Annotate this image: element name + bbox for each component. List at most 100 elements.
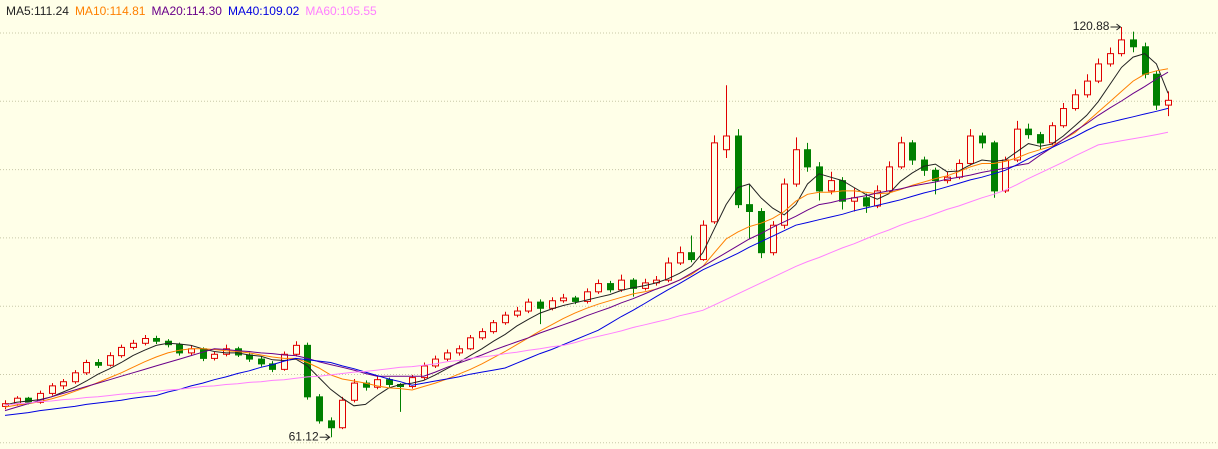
candle-body [490,322,497,333]
candle-body [502,314,509,324]
candle-body [49,385,56,394]
candle-body [386,379,393,385]
legend-entry: MA40:109.02 [228,4,300,18]
candle-body [444,352,451,360]
candle-body [258,358,265,365]
candle-body [514,310,521,316]
candle-body [176,344,183,354]
candle-body [456,348,463,354]
candle-body [607,283,614,291]
candle-body [1002,159,1009,192]
arrow-head [325,433,331,441]
candle-body [677,252,684,264]
candle-body [618,279,625,291]
candle-body [142,337,149,344]
ma-line [4,131,1169,406]
candle-body [421,365,428,379]
candle-body [700,224,707,261]
candle-body [479,331,486,339]
candle-body [979,135,986,144]
candle-body [467,337,474,350]
candle-body [339,399,346,429]
candle-body [898,142,905,168]
candle-body [316,396,323,422]
candle-body [886,166,893,192]
candle-body [1153,73,1160,106]
candle-body [200,348,207,359]
candle-body [153,337,160,342]
candle-body [1025,128,1032,136]
candle-body [1165,99,1172,106]
candle-body [304,344,311,398]
candle-body [781,183,788,226]
candle-body [118,346,125,357]
candle-body [688,252,695,261]
candle-body [37,392,44,403]
candle-body [793,149,800,185]
candle-body [804,149,811,168]
candle-body [735,135,742,206]
candle-body [351,382,358,401]
candle-body [828,180,835,192]
candle-body [584,291,591,302]
candle-body [1084,80,1091,96]
candle-body [1118,39,1125,55]
candle-body [770,224,777,254]
candle-body [1014,128,1021,161]
extreme-label: 61.12 [289,429,319,443]
candle-body [374,379,381,388]
candle-body [1072,94,1079,110]
candle-body [967,135,974,164]
candle-body [72,372,79,383]
candle-body [560,297,567,302]
candle-body [1107,53,1114,65]
candle-body [211,353,218,359]
candle-body [537,301,544,309]
candle-body [630,279,637,289]
candle-body [130,342,137,348]
candle-body [1095,63,1102,82]
candle-body [1049,125,1056,144]
candle-body [549,300,556,309]
ma-line [4,107,1169,416]
legend-entry: MA20:114.30 [151,4,222,18]
candle-body [723,135,730,151]
candle-body [909,142,916,161]
candle-body [269,363,276,370]
candle-body [816,166,823,192]
candle-body [60,381,67,387]
arrow-head [1116,23,1122,31]
ma-line [4,68,1169,408]
candle-body [863,197,870,207]
candle-body [665,262,672,281]
legend: MA5:111.24 MA10:114.81 MA20:114.30 MA40:109… [6,4,377,18]
legend-entry: MA60:105.55 [305,4,377,18]
candle-body [95,362,102,366]
candle-body [572,297,579,302]
candle-body [1037,134,1044,144]
candle-body [83,362,90,374]
candle-body [932,169,939,182]
grid [0,32,1218,444]
candle-body [921,159,928,171]
ma-line [4,71,1169,412]
candle-body [432,358,439,367]
candle-body [1130,39,1137,48]
candle-body [293,344,300,355]
candle-body [107,355,114,366]
candle-body [1060,108,1067,127]
ma-line [4,53,1169,407]
plot-area: 120.88 61.12 [2,19,1172,443]
candle-body [746,204,753,213]
legend-entry: MA5:111.24 [6,4,69,18]
candle-body [595,283,602,293]
candle-body [525,301,532,312]
candle-body [991,142,998,192]
candle-body [711,142,718,223]
candle-body [223,348,230,355]
legend-entry: MA10:114.81 [75,4,146,18]
candle-body [1142,46,1149,75]
